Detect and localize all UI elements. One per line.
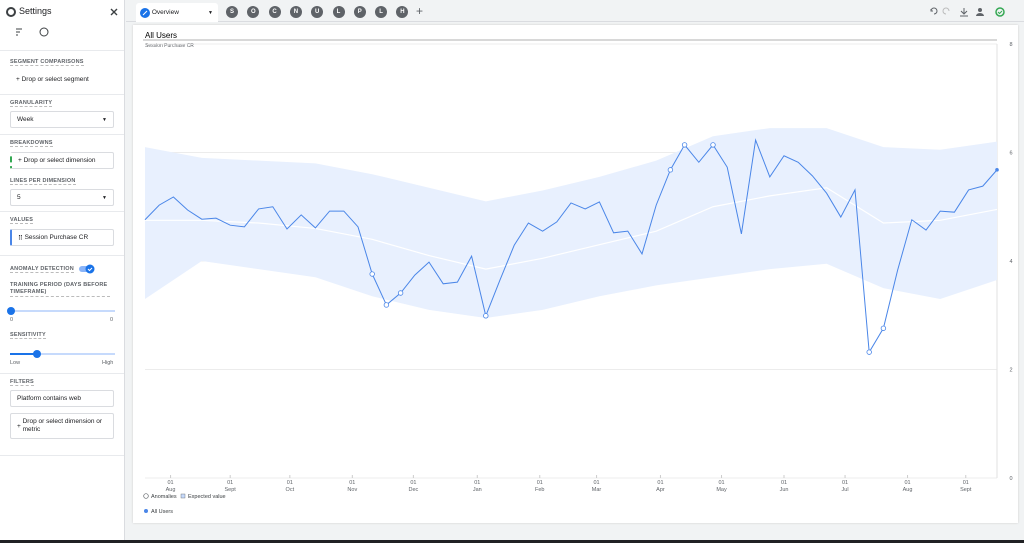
- slider-max: 0: [110, 317, 114, 323]
- dropdown-value: Week: [17, 116, 34, 123]
- filter-text: Platform contains web: [17, 395, 81, 402]
- expected-line: [145, 187, 998, 270]
- anomaly-point: [397, 290, 404, 296]
- y-tick-label: 4: [1009, 259, 1012, 265]
- x-tick-label: 01 Aug: [165, 480, 176, 493]
- tab[interactable]: L: [375, 6, 388, 18]
- tab[interactable]: U: [311, 6, 324, 18]
- anomaly-point: [710, 142, 716, 148]
- chip-text: Session Purchase CR: [24, 234, 89, 241]
- segment-drop[interactable]: + Drop or select segment: [10, 71, 114, 88]
- chart-card: All Users Session Purchase CR Anomalies …: [133, 25, 1018, 523]
- tab[interactable]: P: [353, 6, 366, 18]
- x-tick-label: 01 Oct: [285, 480, 295, 493]
- x-tick-label: 01 Jul: [841, 480, 849, 493]
- tab-label: Overview: [151, 9, 179, 16]
- anomaly-point: [866, 349, 872, 355]
- placeholder: Drop or select dimension or metric: [22, 418, 103, 433]
- sensitivity-slider[interactable]: [6, 349, 118, 359]
- section-label: SEGMENT COMPARISONS: [10, 59, 84, 66]
- x-tick-label: 01 Dec: [408, 480, 419, 493]
- legend-entry: All Users: [151, 509, 173, 515]
- section-label: LINES PER DIMENSION: [10, 178, 76, 185]
- section-label: BREAKDOWNS: [10, 140, 53, 147]
- taskbar-edge: [0, 540, 1024, 543]
- tab[interactable]: N: [289, 6, 302, 18]
- x-tick-label: 01 May: [716, 480, 727, 493]
- section-label: FILTERS: [10, 379, 34, 386]
- filter-chip[interactable]: Platform contains web: [10, 390, 114, 407]
- tab-icon: [140, 7, 150, 18]
- anomaly-point: [880, 325, 887, 331]
- x-tick-label: 01 Mar: [591, 480, 602, 493]
- y-tick-label: 0: [1009, 476, 1012, 482]
- y-tick-label: 2: [1009, 368, 1012, 374]
- anomaly-point: [667, 167, 674, 173]
- view-icons[interactable]: [14, 27, 54, 37]
- section-label: SENSITIVITY: [10, 332, 46, 339]
- last-point: [995, 168, 999, 172]
- x-tick-label: 01 Apr: [656, 480, 665, 493]
- section-label: GRANULARITY: [10, 100, 53, 107]
- x-tick-label: 01 Jun: [779, 480, 789, 493]
- anomaly-point: [681, 142, 688, 148]
- granularity-dropdown[interactable]: Week ▼: [10, 111, 114, 128]
- sidebar: Settings SEGMENT COMPARISONS + Drop or s…: [0, 0, 125, 540]
- placeholder: Drop or select segment: [21, 76, 89, 83]
- chart-title: All Users: [145, 31, 177, 40]
- tab[interactable]: O: [247, 6, 260, 18]
- dropdown-value: 5: [17, 194, 21, 201]
- y-axis-label: Session Purchase CR: [145, 43, 194, 49]
- tab[interactable]: L: [332, 6, 345, 18]
- legend-expected-icon: [180, 493, 186, 499]
- anomaly-point: [383, 302, 390, 308]
- x-tick-label: 01 Jan: [472, 480, 482, 493]
- y-tick-label: 6: [1009, 151, 1012, 157]
- training-slider[interactable]: [6, 306, 118, 316]
- breakdown-drop[interactable]: + Drop or select dimension: [10, 152, 114, 169]
- sidebar-title: Settings: [19, 6, 52, 16]
- slider-max: High: [102, 360, 114, 366]
- placeholder: Drop or select dimension: [23, 157, 96, 164]
- tab[interactable]: H: [396, 6, 409, 18]
- legend-anomaly-icon: [143, 493, 149, 499]
- x-tick-label: 01 Aug: [902, 480, 913, 493]
- y-tick-label: 8: [1009, 42, 1012, 48]
- expected-band: [145, 128, 997, 318]
- legend-entry: Anomalies: [151, 494, 177, 500]
- x-tick-label: 01 Sept: [224, 480, 236, 493]
- legend-entry: Expected value: [188, 494, 226, 500]
- section-label: VALUES: [10, 217, 34, 224]
- tab-active[interactable]: Overview ▼: [136, 3, 218, 22]
- section-label: TRAINING PERIOD (DAYS BEFORE TIMEFRAME): [10, 282, 110, 297]
- toolbar-icons[interactable]: [926, 6, 1016, 18]
- settings-icon: [6, 7, 16, 17]
- close-button[interactable]: [110, 8, 118, 16]
- tab[interactable]: S: [226, 6, 238, 18]
- value-chip[interactable]: ⠿ Session Purchase CR: [10, 229, 114, 246]
- slider-min: Low: [10, 360, 21, 366]
- add-tab[interactable]: +: [416, 4, 424, 18]
- anomaly-toggle[interactable]: [78, 264, 96, 274]
- anomaly-point: [369, 271, 375, 277]
- tab[interactable]: C: [268, 6, 281, 18]
- chart: All Users Session Purchase CR Anomalies …: [143, 31, 1013, 515]
- data-line: [144, 138, 998, 354]
- anomaly-point: [483, 313, 489, 319]
- slider-min: 0: [10, 317, 14, 323]
- x-tick-label: 01 Nov: [347, 480, 358, 493]
- x-tick-label: 01 Feb: [535, 480, 545, 493]
- filter-drop[interactable]: + Drop or select dimension or metric: [10, 413, 114, 439]
- lines-dropdown[interactable]: 5 ▼: [10, 189, 114, 206]
- section-label: ANOMALY DETECTION: [10, 266, 74, 273]
- legend-line-icon: [144, 509, 148, 513]
- x-tick-label: 01 Sept: [960, 480, 972, 493]
